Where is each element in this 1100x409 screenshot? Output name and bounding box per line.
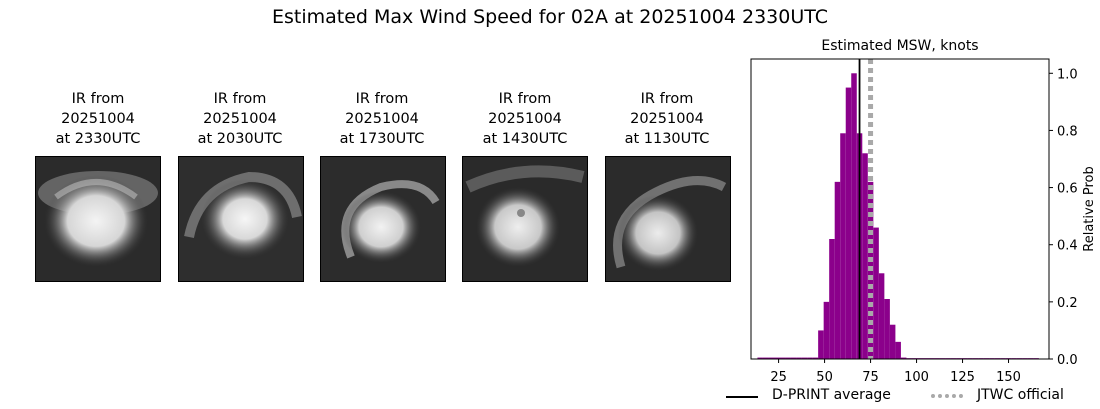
- legend-solid-line-icon: [726, 396, 758, 398]
- histogram-bar: [812, 357, 819, 359]
- ir-satellite-image: [178, 156, 304, 282]
- x-tick-label: 75: [862, 370, 879, 385]
- y-tick-label: 0.6: [1057, 182, 1078, 197]
- ir-satellite-image: [320, 156, 446, 282]
- legend-label: JTWC official: [977, 387, 1064, 403]
- histogram-bar: [862, 153, 868, 359]
- histogram-bar: [840, 133, 846, 359]
- chart-legend: D-PRINT average JTWC official: [726, 386, 1086, 406]
- ir-panel-caption: IR from 20251004 at 2330UTC: [55, 91, 141, 147]
- chart-title: Estimated MSW, knots: [821, 38, 978, 54]
- y-tick-label: 1.0: [1057, 67, 1078, 82]
- histogram-bar: [785, 357, 791, 359]
- ir-panel-1: IR from 20251004 at 2330UTC: [28, 89, 168, 282]
- histogram-bar: [779, 357, 786, 359]
- histogram-bar: [878, 273, 885, 359]
- histogram-bar: [796, 357, 802, 359]
- ir-panel-5: IR from 20251004 at 1130UTC: [597, 89, 737, 282]
- histogram-bar: [895, 341, 901, 359]
- ir-satellite-image: [35, 156, 161, 282]
- x-tick-label: 100: [904, 370, 929, 385]
- histogram-bar: [807, 357, 813, 359]
- histogram-bar: [823, 301, 830, 359]
- histogram-bar: [801, 357, 808, 359]
- histogram-bar: [757, 357, 763, 359]
- legend-dotted-line-icon: [931, 394, 963, 398]
- y-tick-label: 0.8: [1057, 124, 1078, 139]
- plot-frame: [750, 58, 1050, 360]
- ir-panel-3: IR from 20251004 at 1730UTC: [312, 89, 452, 282]
- ir-panel-2: IR from 20251004 at 2030UTC: [170, 89, 310, 282]
- x-tick-label: 125: [950, 370, 975, 385]
- y-tick-label: 0.4: [1057, 239, 1078, 254]
- y-tick-label: 0.2: [1057, 296, 1078, 311]
- legend-label: D-PRINT average: [772, 387, 891, 403]
- histogram-bar: [829, 239, 835, 359]
- x-tick-label: 150: [996, 370, 1021, 385]
- histogram-bar: [884, 299, 890, 359]
- ir-panel-4: IR from 20251004 at 1430UTC: [455, 89, 595, 282]
- x-tick-label: 50: [816, 370, 833, 385]
- ir-panel-caption: IR from 20251004 at 2030UTC: [197, 91, 283, 147]
- histogram-bar: [873, 227, 879, 359]
- ir-satellite-image: [605, 156, 731, 282]
- x-tick-label: 25: [770, 370, 787, 385]
- histogram-bar: [762, 357, 769, 359]
- histogram-bar: [889, 324, 896, 359]
- y-tick-label: 0.0: [1057, 353, 1078, 368]
- ir-panel-caption: IR from 20251004 at 1730UTC: [339, 91, 425, 147]
- ir-satellite-image: [462, 156, 588, 282]
- y-axis-label: Relative Prob: [1082, 166, 1097, 251]
- figure-title: Estimated Max Wind Speed for 02A at 2025…: [271, 6, 828, 28]
- ir-panel-caption: IR from 20251004 at 1130UTC: [624, 91, 710, 147]
- histogram-bar: [900, 357, 907, 359]
- histogram-bar: [768, 357, 774, 359]
- histogram-bar: [845, 87, 852, 360]
- histogram-bar: [851, 73, 857, 360]
- histogram-bar: [834, 181, 841, 359]
- histogram-bar: [790, 357, 797, 359]
- histogram-bar: [818, 330, 824, 359]
- histogram-bar: [773, 357, 780, 359]
- ir-panel-caption: IR from 20251004 at 1430UTC: [482, 91, 568, 147]
